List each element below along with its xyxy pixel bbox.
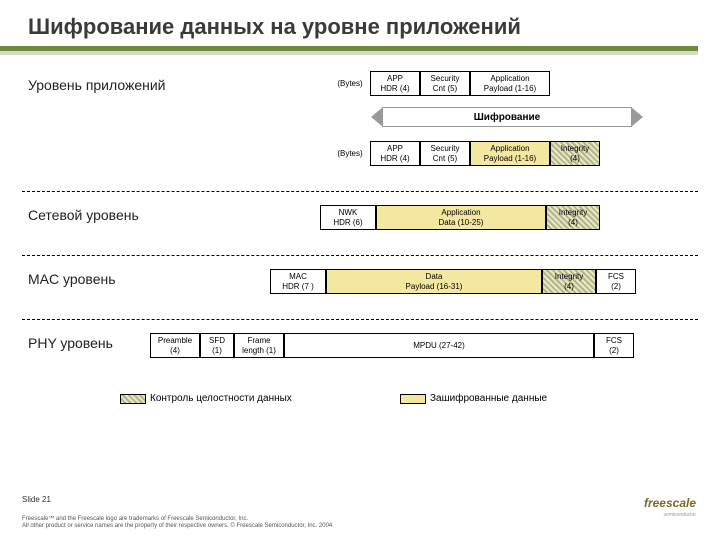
bytes-label-2: (Bytes) — [330, 141, 370, 166]
footer-text: Freescale™ and the Freescale logo are tr… — [22, 516, 332, 530]
cell-sfd: SFD(1) — [200, 333, 234, 358]
cell-app-hdr-2: APPHDR (4) — [370, 141, 420, 166]
cell-app-payload-enc: ApplicationPayload (1-16) — [470, 141, 550, 166]
divider-3 — [22, 319, 698, 320]
freescale-logo: freescale — [644, 496, 696, 510]
cell-preamble: Preamble(4) — [150, 333, 200, 358]
cell-app-hdr: APPHDR (4) — [370, 71, 420, 96]
label-net-layer: Сетевой уровень — [28, 207, 139, 223]
cell-nwk-hdr: NWKHDR (6) — [320, 205, 376, 230]
legend-encrypted: Зашифрованные данные — [400, 393, 547, 404]
title-sub-underline — [0, 51, 698, 55]
encryption-belt: Шифрование — [382, 107, 632, 127]
cell-security: SecurityCnt (5) — [420, 71, 470, 96]
cell-fcs-mac: FCS(2) — [596, 269, 636, 294]
cell-mac-hdr: MACHDR (7 ) — [270, 269, 326, 294]
frame-net-row: NWKHDR (6) ApplicationData (10-25) Integ… — [320, 205, 600, 230]
cell-mpdu: MPDU (27-42) — [284, 333, 594, 358]
cell-integrity-mac: Integrity(4) — [542, 269, 596, 294]
label-app-layer: Уровень приложений — [28, 77, 165, 93]
cell-mac-payload: DataPayload (16-31) — [326, 269, 542, 294]
swatch-integrity — [120, 394, 146, 404]
cell-integrity-net: Integrity(4) — [546, 205, 600, 230]
bytes-label: (Bytes) — [330, 71, 370, 96]
freescale-logo-sub: semiconductor — [663, 512, 696, 518]
label-phy-layer: PHY уровень — [28, 335, 113, 351]
divider-2 — [22, 255, 698, 256]
cell-integrity-app: Integrity(4) — [550, 141, 600, 166]
slide-number: Slide 21 — [22, 495, 51, 504]
frame-app-row1: (Bytes) APPHDR (4) SecurityCnt (5) Appli… — [330, 71, 550, 96]
page-title: Шифрование данных на уровне приложений — [28, 14, 720, 40]
frame-mac-row: MACHDR (7 ) DataPayload (16-31) Integrit… — [270, 269, 636, 294]
cell-security-2: SecurityCnt (5) — [420, 141, 470, 166]
cell-app-payload: ApplicationPayload (1-16) — [470, 71, 550, 96]
frame-app-row2: (Bytes) APPHDR (4) SecurityCnt (5) Appli… — [330, 141, 600, 166]
cell-net-data: ApplicationData (10-25) — [376, 205, 546, 230]
frame-phy-row: Preamble(4) SFD(1) Framelength (1) MPDU … — [150, 333, 634, 358]
label-mac-layer: MAC уровень — [28, 271, 116, 287]
swatch-encrypted — [400, 394, 426, 404]
cell-fcs-phy: FCS(2) — [594, 333, 634, 358]
legend-integrity: Контроль целостности данных — [120, 393, 292, 404]
divider-1 — [22, 191, 698, 192]
cell-frame-len: Framelength (1) — [234, 333, 284, 358]
